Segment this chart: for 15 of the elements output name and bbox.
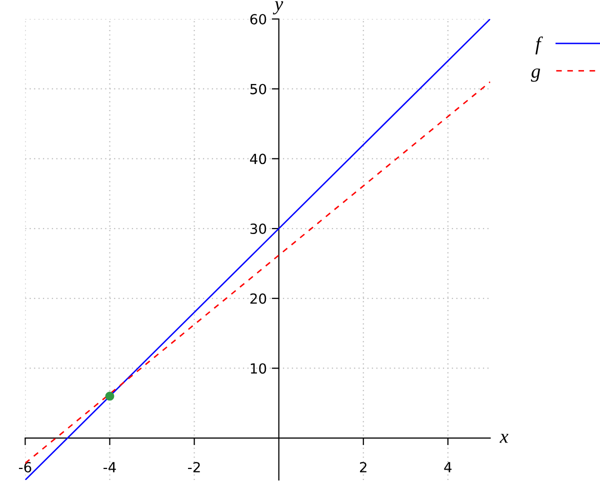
x-tick-label: -6 xyxy=(18,462,32,472)
y-tick-label: 40 xyxy=(250,154,266,164)
x-tick-label: 2 xyxy=(360,462,366,472)
y-tick-label: 30 xyxy=(250,224,266,234)
y-tick-label: 60 xyxy=(250,14,266,24)
y-tick-label: 10 xyxy=(250,363,266,374)
legend-label: f xyxy=(535,36,543,54)
y-axis-title: y xyxy=(272,1,284,14)
y-tick-label: 20 xyxy=(250,293,266,304)
x-axis-title: x xyxy=(500,434,508,443)
legend-label: g xyxy=(530,68,540,82)
x-tick-label: -4 xyxy=(104,462,116,472)
x-tick-label: 4 xyxy=(444,462,452,472)
y-tick-label: 50 xyxy=(250,84,266,94)
x-tick-label: -2 xyxy=(188,462,200,472)
